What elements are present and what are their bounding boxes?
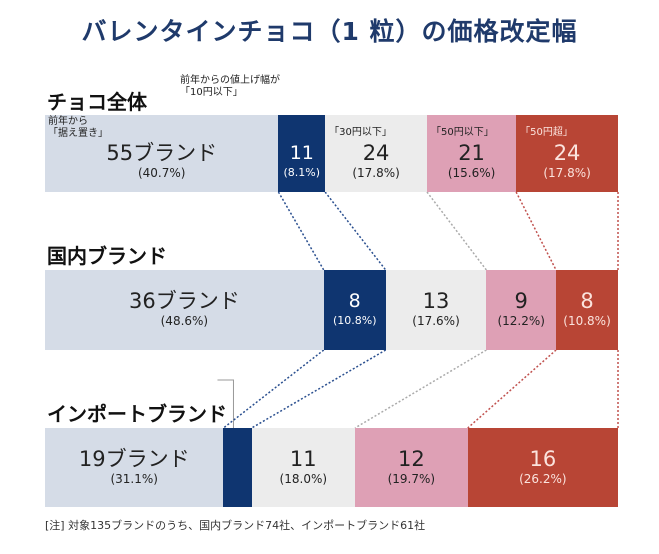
bar-segment: 8 (10.8%) — [556, 270, 618, 350]
data-label-percent: (17.8%) — [352, 165, 400, 180]
caption-category: 「50円以下」 — [431, 127, 494, 138]
data-label-percent: (26.2%) — [519, 471, 567, 486]
bar-segment: 11 (8.1%) — [278, 115, 326, 192]
bar-segment: 16 (26.2%) — [467, 428, 618, 507]
data-label-value: 36ブランド — [129, 289, 240, 313]
data-label-value: 12 — [397, 446, 425, 471]
data-label-value: 24 — [362, 140, 390, 165]
data-label-value: 16 — [529, 446, 557, 471]
data-label-value: 11 — [289, 141, 314, 164]
connector-line — [324, 191, 387, 271]
data-label-percent: (31.1%) — [110, 471, 158, 486]
connector-line — [426, 191, 487, 271]
data-label-value: 21 — [458, 140, 485, 165]
data-label-value: 55ブランド — [106, 140, 218, 165]
data-label-value: 9 — [514, 289, 528, 313]
bar-segment: 55ブランド (40.7%) 前年から 「据え置き」 — [45, 115, 279, 192]
bar-segment: 3 (4.9%) — [165, 363, 252, 507]
chart-title: バレンタインチョコ（1 粒）の価格改定幅 — [81, 17, 578, 46]
caption-keep: 前年から 「据え置き」 — [48, 116, 108, 139]
data-label-percent: (18.0%) — [279, 471, 328, 486]
bar-segment: 12 (19.7%) — [354, 428, 468, 507]
data-label-percent: (4.9%) — [165, 384, 202, 397]
data-label-value: 11 — [289, 446, 317, 471]
row-label-domestic: 国内ブランド — [47, 244, 167, 268]
data-label-percent: (17.8%) — [543, 165, 591, 180]
row-label-import: インポートブランド — [47, 402, 227, 426]
bar-segment: 24 (17.8%) 「30円以下」 — [325, 115, 427, 192]
bar-segment: 9 (12.2%) — [486, 270, 557, 350]
data-label-value: 24 — [553, 140, 581, 165]
caption-10yen: 前年からの値上げ幅が 「10円以下」 — [180, 75, 280, 98]
connector-line — [251, 349, 387, 429]
data-label-percent: (17.6%) — [412, 314, 460, 328]
data-label-percent: (15.6%) — [447, 165, 496, 180]
bar-segment: 36ブランド (48.6%) — [45, 270, 324, 350]
data-label-value: 8 — [580, 289, 594, 313]
bar-segment: 24 (17.8%) 「50円超」 — [516, 115, 618, 192]
footnote: [注] 対象135ブランドのうち、国内ブランド74社、インポートブランド61社 — [45, 519, 426, 532]
caption-category: 「50円超」 — [520, 127, 573, 138]
connector-line — [277, 191, 325, 271]
data-label-percent: (10.8%) — [563, 314, 611, 328]
data-label-percent: (8.1%) — [283, 165, 321, 179]
bar-segment: 21 (15.6%) 「50円以下」 — [427, 115, 517, 192]
row-label-all: チョコ全体 — [47, 90, 147, 114]
connector-line — [223, 349, 325, 429]
connector-line — [515, 191, 557, 271]
connector-line — [467, 349, 557, 429]
data-label-percent: (40.7%) — [137, 165, 186, 180]
data-label-percent: (48.6%) — [160, 314, 209, 328]
data-label-value: 19ブランド — [78, 446, 190, 471]
bar-segment: 13 (17.6%) — [385, 270, 487, 350]
connector-line — [354, 349, 487, 429]
data-label-percent: (10.8%) — [332, 314, 377, 327]
bar-segment: 8 (10.8%) — [323, 270, 386, 350]
data-label-value: 13 — [422, 289, 450, 313]
caption-category: 「30円以下」 — [329, 127, 392, 138]
data-label-percent: (12.2%) — [497, 314, 545, 328]
callout-bracket — [217, 379, 234, 428]
data-label-percent: (19.7%) — [387, 471, 436, 486]
data-label-value: 8 — [348, 290, 361, 312]
data-label-value: 3 — [178, 363, 189, 383]
bar-segment: 19ブランド (31.1%) — [45, 428, 224, 507]
bar-segment: 11 (18.0%) — [251, 428, 355, 507]
